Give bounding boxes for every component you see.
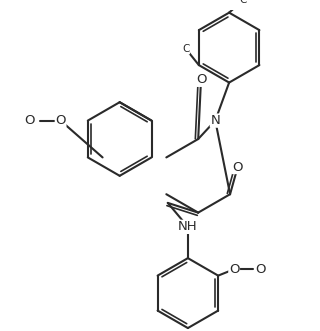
Text: C: C xyxy=(240,0,247,5)
Text: O: O xyxy=(255,263,266,276)
Text: NH: NH xyxy=(178,220,198,233)
Text: O: O xyxy=(55,114,66,127)
Text: O: O xyxy=(196,73,206,86)
Text: O: O xyxy=(229,263,239,276)
Text: O: O xyxy=(232,161,243,173)
Text: N: N xyxy=(211,114,220,127)
Text: O: O xyxy=(25,114,35,127)
Text: C: C xyxy=(182,44,190,54)
